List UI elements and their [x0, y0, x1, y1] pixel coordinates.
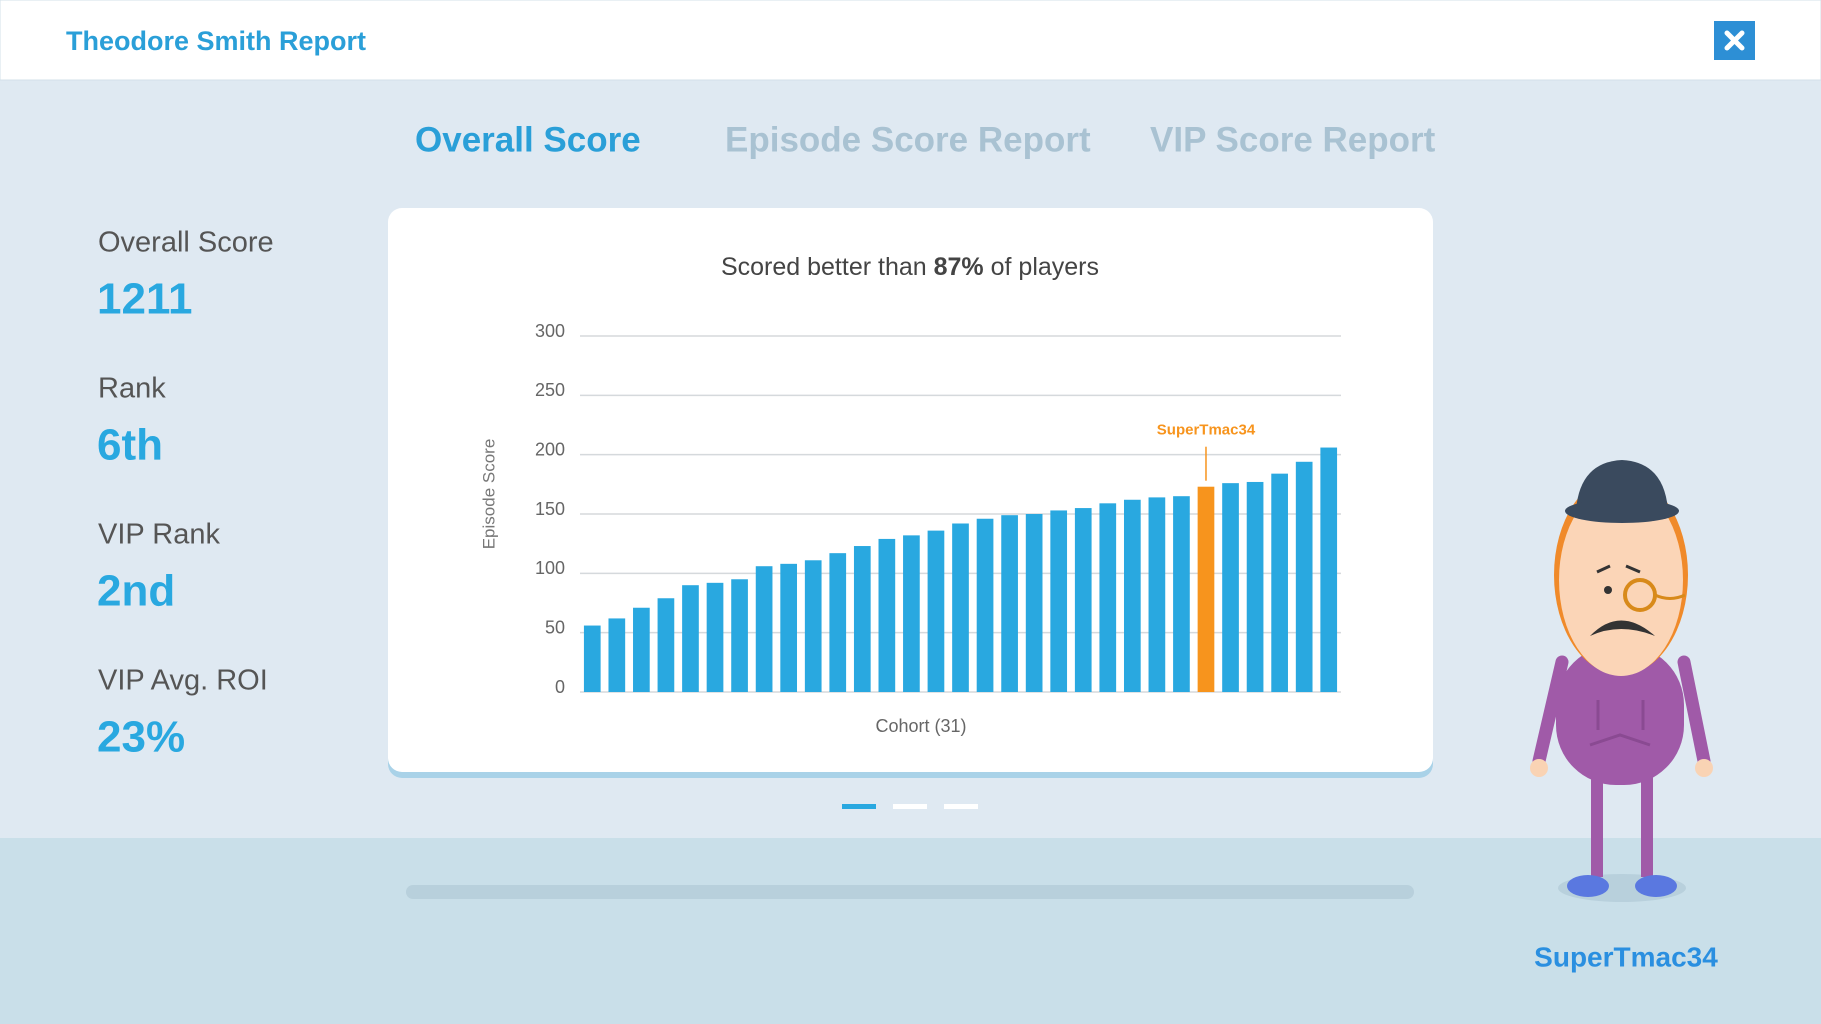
annotation: SuperTmac34	[1157, 422, 1256, 439]
stat-value: 6th	[97, 421, 163, 470]
bar	[633, 607, 650, 692]
bar	[804, 560, 822, 692]
y-tick-label: 250	[535, 380, 565, 400]
header-bar	[0, 0, 1821, 81]
bar	[853, 546, 871, 692]
title-part: Scored better than	[721, 253, 927, 281]
bar	[608, 618, 626, 692]
stat-label: Rank	[98, 373, 166, 405]
header-title: Theodore Smith Report	[66, 26, 366, 56]
bar	[1001, 515, 1018, 692]
scrollbar[interactable]	[406, 885, 1414, 899]
bar	[1123, 499, 1141, 692]
y-tick-label: 100	[535, 558, 565, 578]
bar	[755, 566, 773, 692]
tab[interactable]: VIP Score Report	[1150, 120, 1436, 159]
chart-title: Scored better than 87% of players	[721, 253, 1099, 281]
y-tick-label: 0	[555, 677, 565, 697]
monocle-chain	[1654, 593, 1686, 600]
bar	[682, 585, 699, 692]
stat-label: VIP Avg. ROI	[98, 665, 268, 697]
bar	[1197, 486, 1215, 692]
bar	[1099, 503, 1117, 692]
hat-brim	[1565, 499, 1679, 523]
hand	[1530, 759, 1548, 777]
title-highlight: 87%	[934, 253, 984, 281]
bar	[731, 579, 748, 692]
bar	[829, 553, 847, 692]
hand	[1695, 759, 1713, 777]
brows	[1596, 564, 1641, 574]
stat-value: 2nd	[97, 567, 175, 616]
tab[interactable]: Episode Score Report	[725, 120, 1091, 159]
shoe	[1635, 875, 1677, 897]
y-tick-label: 300	[535, 321, 565, 341]
body	[1556, 645, 1684, 785]
hat-crown	[1576, 460, 1668, 510]
bar	[1074, 508, 1092, 692]
close-icon[interactable]	[1724, 30, 1745, 51]
y-tick-label: 200	[535, 439, 565, 459]
bar	[657, 598, 675, 692]
y-tick-label: 50	[545, 617, 565, 637]
bar	[1271, 473, 1288, 692]
bar	[952, 523, 969, 692]
bar	[1050, 510, 1068, 692]
stat-label: VIP Rank	[98, 519, 220, 551]
bar	[1295, 461, 1313, 692]
bar	[1173, 496, 1190, 692]
bar	[1320, 447, 1338, 692]
bar	[1148, 497, 1166, 692]
bar	[976, 518, 994, 692]
bar	[706, 582, 724, 692]
character	[1530, 460, 1713, 902]
bar	[903, 535, 920, 692]
bar	[1222, 483, 1239, 692]
stat-value: 1211	[97, 275, 192, 324]
arms	[1532, 655, 1711, 768]
mustache	[1590, 620, 1655, 636]
stat-value: 23%	[97, 713, 185, 762]
page-dot[interactable]	[893, 804, 927, 809]
tab[interactable]: Overall Score	[415, 120, 641, 159]
eye	[1604, 586, 1612, 594]
stat-label: Overall Score	[98, 227, 274, 259]
page-dot-active[interactable]	[842, 804, 876, 809]
bar	[780, 563, 798, 692]
x-axis-label: Cohort (31)	[875, 716, 966, 736]
page-dot[interactable]	[944, 804, 978, 809]
close-button[interactable]	[1714, 21, 1755, 60]
bar	[583, 625, 601, 692]
bar	[1246, 481, 1264, 692]
bar	[878, 538, 896, 692]
jacket-lines	[1589, 700, 1651, 747]
bar	[927, 530, 945, 692]
title-part: of players	[991, 253, 1099, 281]
y-axis-label: Episode Score	[479, 439, 498, 550]
bar	[1025, 514, 1043, 692]
player-name: SuperTmac34	[1534, 941, 1718, 972]
head	[1559, 484, 1683, 676]
y-tick-label: 150	[535, 499, 565, 519]
shoe	[1567, 875, 1609, 897]
floor	[0, 838, 1821, 1024]
